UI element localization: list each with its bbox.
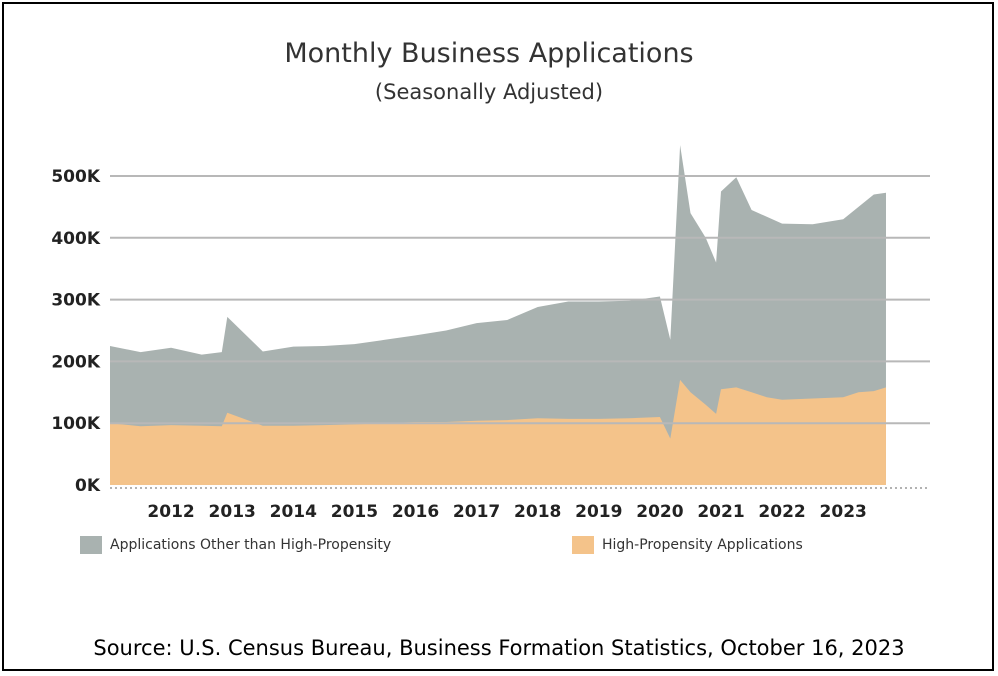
y-tick-label: 100K <box>51 414 100 434</box>
x-tick-label: 2012 <box>147 502 194 522</box>
x-tick-label: 2019 <box>575 502 622 522</box>
legend-item-other: Applications Other than High-Propensity <box>80 536 391 554</box>
legend-label-high: High-Propensity Applications <box>602 537 803 553</box>
legend-swatch-other <box>80 536 102 554</box>
x-tick-label: 2014 <box>270 502 317 522</box>
legend-item-high: High-Propensity Applications <box>572 536 803 554</box>
x-tick-label: 2017 <box>453 502 500 522</box>
x-tick-label: 2022 <box>758 502 805 522</box>
chart-subtitle: (Seasonally Adjusted) <box>374 80 604 104</box>
x-tick-label: 2020 <box>636 502 683 522</box>
y-tick-label: 400K <box>51 229 100 249</box>
x-tick-label: 2013 <box>209 502 256 522</box>
legend-label-other: Applications Other than High-Propensity <box>110 537 392 553</box>
x-tick-label: 2021 <box>697 502 744 522</box>
x-tick-label: 2015 <box>331 502 378 522</box>
chart-title: Monthly Business Applications <box>284 38 694 69</box>
y-tick-label: 300K <box>51 291 100 311</box>
series-area-high <box>110 379 886 485</box>
y-tick-label: 200K <box>51 352 100 372</box>
x-tick-label: 2023 <box>820 502 867 522</box>
x-tick-label: 2018 <box>514 502 561 522</box>
x-tick-label: 2016 <box>392 502 439 522</box>
source-note: Source: U.S. Census Bureau, Business For… <box>93 636 905 660</box>
y-tick-label: 0K <box>75 476 101 496</box>
legend-swatch-high <box>572 536 594 554</box>
y-tick-label: 500K <box>51 167 100 187</box>
